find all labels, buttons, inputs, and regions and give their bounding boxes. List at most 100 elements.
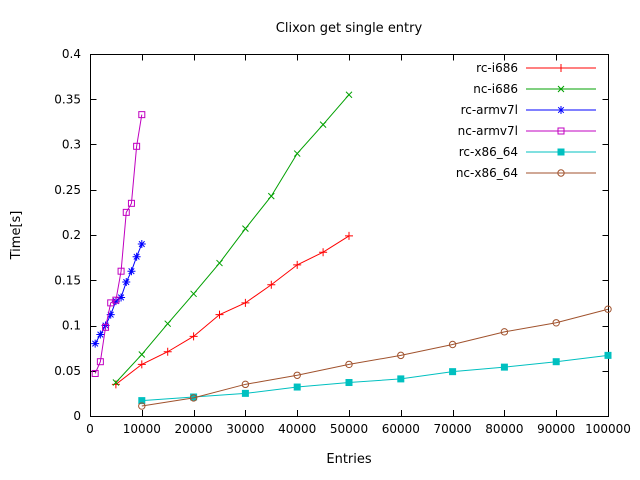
asterisk-marker	[127, 267, 136, 276]
series-rc-armv7l	[91, 240, 146, 348]
x-tick-label: 60000	[382, 422, 420, 436]
open-square-marker	[91, 369, 99, 377]
y-tick-label: 0.4	[62, 47, 81, 61]
legend-label: nc-x86_64	[456, 166, 518, 180]
filled-square-marker	[557, 148, 565, 156]
legend-label: rc-x86_64	[459, 145, 518, 159]
legend-entry-nc-x86_64: nc-x86_64	[456, 166, 596, 180]
x-tick-label: 90000	[537, 422, 575, 436]
asterisk-marker	[96, 330, 105, 339]
open-square-marker	[102, 323, 110, 331]
open-square-marker	[557, 127, 565, 135]
x-tick-label: 50000	[330, 422, 368, 436]
x-tick-label: 0	[86, 422, 94, 436]
x-marker	[293, 150, 301, 157]
series-nc-armv7l	[91, 111, 146, 377]
y-tick-label: 0.35	[54, 92, 81, 106]
filled-square-marker	[449, 368, 457, 376]
plus-marker	[137, 360, 146, 369]
open-circle-marker	[604, 305, 612, 313]
series-line	[115, 235, 350, 385]
y-tick-label: 0.3	[62, 138, 81, 152]
filled-square-marker	[397, 375, 405, 383]
legend-label: nc-i686	[473, 82, 518, 96]
open-square-marker	[138, 111, 146, 119]
x-tick-label: 30000	[226, 422, 264, 436]
series-nc-x86_64	[138, 305, 612, 410]
x-marker	[345, 91, 353, 99]
legend-entry-nc-i686: nc-i686	[473, 82, 596, 96]
plus-marker	[267, 280, 276, 289]
x-tick-label: 40000	[278, 422, 316, 436]
series-nc-i686	[112, 91, 353, 386]
x-marker	[190, 290, 197, 298]
filled-square-marker	[552, 358, 560, 366]
open-circle-marker	[138, 402, 146, 410]
series-line	[115, 94, 350, 383]
open-circle-marker	[293, 371, 301, 379]
legend-label: nc-armv7l	[458, 124, 518, 138]
y-tick-label: 0.25	[54, 183, 81, 197]
asterisk-marker	[557, 106, 565, 114]
asterisk-marker	[132, 252, 141, 261]
filled-square-marker	[241, 389, 249, 397]
y-tick-label: 0.2	[62, 228, 81, 242]
filled-square-marker	[345, 379, 353, 387]
series-line	[141, 308, 609, 407]
x-marker	[557, 85, 565, 93]
plus-marker	[189, 332, 198, 341]
x-marker	[242, 225, 249, 233]
x-tick-label: 10000	[123, 422, 161, 436]
legend-label: rc-i686	[476, 61, 518, 75]
plus-marker	[111, 380, 120, 389]
plus-marker	[163, 347, 172, 356]
y-tick-label: 0.05	[54, 364, 81, 378]
plus-marker	[557, 64, 565, 72]
x-marker	[112, 379, 120, 386]
asterisk-marker	[91, 339, 100, 348]
y-tick-label: 0.15	[54, 273, 81, 287]
x-tick-label: 20000	[175, 422, 213, 436]
open-circle-marker	[189, 394, 198, 402]
open-circle-marker	[345, 360, 353, 369]
asterisk-marker	[111, 297, 120, 306]
open-square-marker	[117, 267, 125, 275]
x-marker	[267, 192, 275, 200]
open-square-marker	[133, 142, 141, 150]
open-square-marker	[96, 358, 104, 366]
open-square-marker	[112, 296, 120, 304]
plus-marker	[241, 298, 250, 307]
x-marker	[164, 320, 172, 328]
open-circle-marker	[552, 319, 560, 327]
x-marker	[216, 259, 223, 267]
open-circle-marker	[500, 328, 509, 336]
open-circle-marker	[448, 340, 457, 349]
open-square-marker	[127, 199, 135, 207]
x-tick-label: 100000	[585, 422, 631, 436]
asterisk-marker	[137, 240, 146, 249]
open-circle-marker	[557, 169, 565, 177]
series-rc-i686	[111, 231, 353, 389]
series-line	[94, 114, 143, 374]
open-square-marker	[122, 208, 130, 216]
open-circle-marker	[241, 380, 250, 389]
plus-marker	[319, 248, 328, 257]
filled-square-marker	[500, 363, 508, 371]
asterisk-marker	[122, 278, 131, 287]
legend-entry-rc-x86_64: rc-x86_64	[459, 145, 596, 159]
legend-entry-nc-armv7l: nc-armv7l	[458, 124, 596, 138]
series-line	[141, 354, 609, 402]
y-tick-label: 0.1	[62, 319, 81, 333]
chart-title: Clixon get single entry	[275, 21, 423, 36]
plus-marker	[215, 310, 224, 319]
filled-square-marker	[138, 397, 146, 405]
asterisk-marker	[106, 310, 115, 319]
plus-marker	[293, 260, 302, 269]
filled-square-marker	[293, 383, 301, 391]
y-tick-label: 0	[73, 409, 81, 423]
open-circle-marker	[397, 351, 405, 360]
x-tick-label: 80000	[485, 422, 523, 436]
asterisk-marker	[117, 293, 126, 302]
